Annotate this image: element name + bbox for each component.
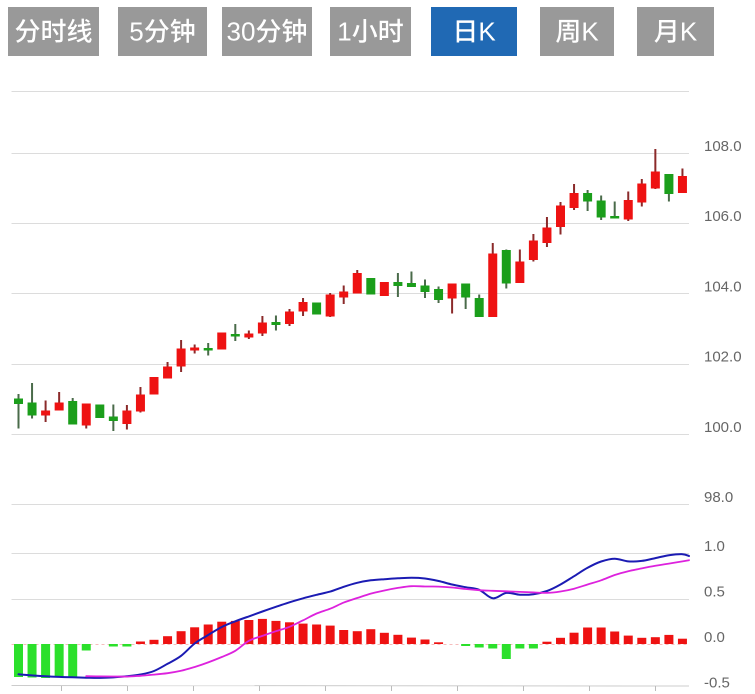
svg-text:100.0: 100.0	[704, 419, 742, 436]
svg-text:0: 0	[241, 17, 255, 47]
svg-text:5: 5	[129, 17, 143, 47]
svg-text:1.0: 1.0	[704, 538, 725, 555]
svg-text:0.0: 0.0	[704, 629, 725, 646]
svg-text:1: 1	[337, 17, 351, 47]
svg-text:K: K	[680, 17, 698, 47]
svg-text:104.0: 104.0	[704, 278, 742, 295]
svg-text:98.0: 98.0	[704, 489, 733, 506]
svg-text:0.5: 0.5	[704, 584, 725, 601]
svg-text:K: K	[581, 17, 599, 47]
svg-text:108.0: 108.0	[704, 138, 742, 155]
svg-text:K: K	[478, 17, 496, 47]
svg-text:102.0: 102.0	[704, 349, 742, 366]
svg-text:3: 3	[227, 17, 241, 47]
svg-text:-0.5: -0.5	[704, 675, 730, 692]
svg-text:106.0: 106.0	[704, 208, 742, 225]
